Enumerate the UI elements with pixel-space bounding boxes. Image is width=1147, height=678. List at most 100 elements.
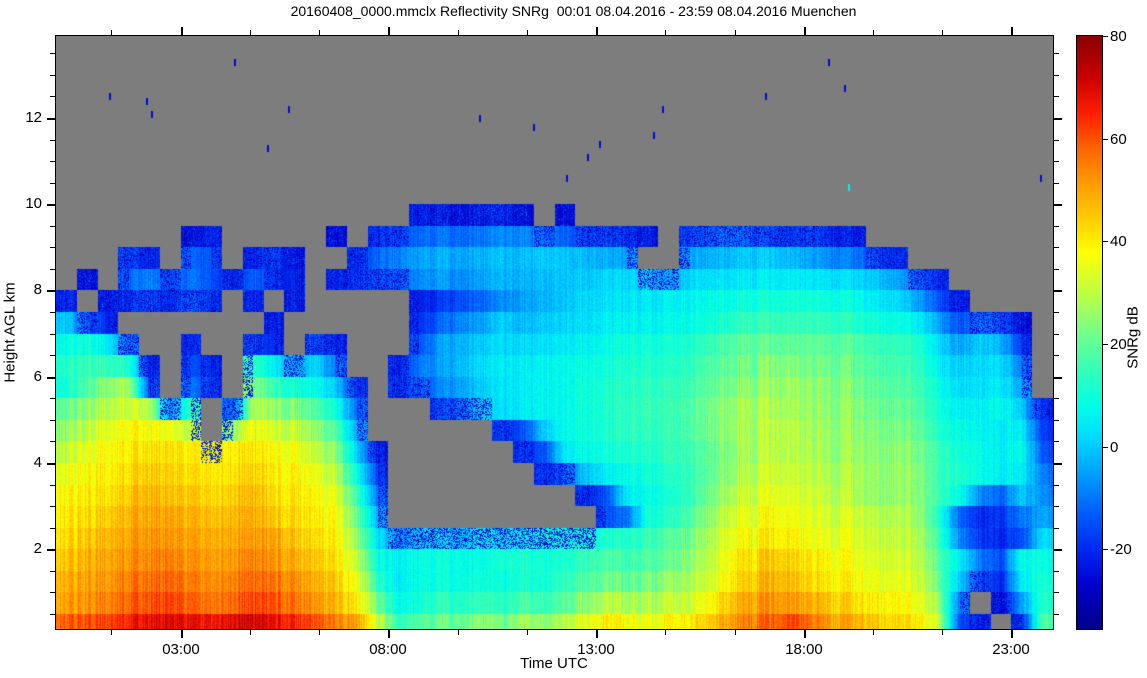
y-axis-minor-tick-right (1054, 485, 1059, 486)
y-axis-minor-tick (50, 96, 55, 97)
y-axis-minor-tick-right (1054, 571, 1059, 572)
y-axis-minor-tick-right (1054, 398, 1059, 399)
y-axis-minor-tick (50, 247, 55, 248)
colorbar-tick (1103, 241, 1108, 242)
time-height-plot (55, 35, 1054, 630)
y-axis-major-tick-right (1054, 463, 1062, 465)
y-axis-minor-tick (50, 485, 55, 486)
y-tick-label: 4 (33, 454, 42, 471)
x-tick-label: 18:00 (785, 641, 823, 658)
y-axis-major-tick-right (1054, 204, 1062, 206)
y-axis-minor-tick-right (1054, 96, 1059, 97)
colorbar-gradient (1076, 35, 1103, 630)
y-axis-major-tick (47, 290, 55, 292)
y-axis-minor-tick (50, 398, 55, 399)
x-axis-major-tick (388, 630, 390, 638)
x-tick-label: 23:00 (992, 641, 1030, 658)
y-axis-major-tick (47, 463, 55, 465)
x-tick-label: 13:00 (577, 641, 615, 658)
colorbar-tick (1103, 549, 1108, 550)
x-axis-major-tick (596, 630, 598, 638)
y-axis-label: Height AGL km (1, 282, 19, 383)
y-axis-major-tick-right (1054, 377, 1062, 379)
x-axis-major-tick-top (804, 27, 806, 35)
y-axis-minor-tick-right (1054, 441, 1059, 442)
colorbar-tick-label: 80 (1110, 28, 1127, 45)
x-axis-major-tick-top (596, 27, 598, 35)
y-axis-minor-tick-right (1054, 53, 1059, 54)
figure-title: 20160408_0000.mmclx Reflectivity SNRg 00… (290, 3, 857, 19)
y-axis-minor-tick-right (1054, 269, 1059, 270)
colorbar-tick (1103, 447, 1108, 448)
x-axis-minor-tick-top (873, 30, 874, 35)
y-axis-minor-tick-right (1054, 183, 1059, 184)
y-axis-minor-tick (50, 355, 55, 356)
y-axis-major-tick-right (1054, 549, 1062, 551)
y-axis-minor-tick (50, 183, 55, 184)
y-axis-minor-tick (50, 75, 55, 76)
x-axis-minor-tick-top (527, 30, 528, 35)
colorbar-tick-label: 60 (1110, 131, 1127, 148)
y-axis-minor-tick-right (1054, 528, 1059, 529)
y-axis-minor-tick (50, 614, 55, 615)
y-axis-minor-tick-right (1054, 161, 1059, 162)
y-axis-minor-tick-right (1054, 312, 1059, 313)
colorbar-tick (1103, 36, 1108, 37)
y-axis-minor-tick-right (1054, 247, 1059, 248)
x-axis-minor-tick-top (319, 30, 320, 35)
x-axis-minor-tick (665, 630, 666, 635)
y-axis-minor-tick-right (1054, 592, 1059, 593)
y-axis-minor-tick (50, 528, 55, 529)
y-axis-major-tick (47, 549, 55, 551)
y-axis-minor-tick (50, 226, 55, 227)
y-axis-minor-tick (50, 53, 55, 54)
x-axis-minor-tick (111, 630, 112, 635)
y-axis-major-tick (47, 204, 55, 206)
y-axis-minor-tick (50, 592, 55, 593)
x-axis-minor-tick (942, 630, 943, 635)
y-axis-minor-tick (50, 571, 55, 572)
y-axis-major-tick (47, 377, 55, 379)
colorbar-tick-label: 0 (1110, 439, 1119, 456)
x-axis-minor-tick-top (111, 30, 112, 35)
y-axis-minor-tick (50, 420, 55, 421)
y-tick-label: 2 (33, 540, 42, 557)
y-axis-major-tick-right (1054, 290, 1062, 292)
x-tick-label: 08:00 (369, 641, 407, 658)
y-tick-label: 8 (33, 281, 42, 298)
reflectivity-heatmap (56, 36, 1053, 629)
y-tick-label: 10 (25, 195, 42, 212)
x-axis-minor-tick-top (250, 30, 251, 35)
y-axis-minor-tick-right (1054, 355, 1059, 356)
x-axis-label: Time UTC (520, 655, 588, 672)
y-axis-minor-tick-right (1054, 226, 1059, 227)
x-axis-minor-tick-top (458, 30, 459, 35)
x-axis-minor-tick (873, 630, 874, 635)
colorbar-tick (1103, 139, 1108, 140)
y-axis-minor-tick-right (1054, 75, 1059, 76)
x-axis-minor-tick (458, 630, 459, 635)
y-axis-minor-tick (50, 312, 55, 313)
x-axis-minor-tick-top (942, 30, 943, 35)
y-tick-label: 6 (33, 368, 42, 385)
y-axis-minor-tick (50, 334, 55, 335)
colorbar-tick-label: -20 (1110, 541, 1132, 558)
colorbar-label: SNRg dB (1124, 306, 1142, 369)
y-axis-minor-tick (50, 161, 55, 162)
y-tick-label: 12 (25, 109, 42, 126)
x-axis-major-tick (1011, 630, 1013, 638)
x-tick-label: 03:00 (162, 641, 200, 658)
x-axis-major-tick-top (181, 27, 183, 35)
colorbar-tick-label: 40 (1110, 233, 1127, 250)
y-axis-minor-tick (50, 506, 55, 507)
colorbar-tick (1103, 344, 1108, 345)
x-axis-minor-tick (319, 630, 320, 635)
x-axis-minor-tick (735, 630, 736, 635)
y-axis-major-tick-right (1054, 118, 1062, 120)
x-axis-minor-tick-top (665, 30, 666, 35)
y-axis-minor-tick-right (1054, 140, 1059, 141)
y-axis-minor-tick (50, 140, 55, 141)
x-axis-major-tick-top (388, 27, 390, 35)
y-axis-minor-tick (50, 269, 55, 270)
